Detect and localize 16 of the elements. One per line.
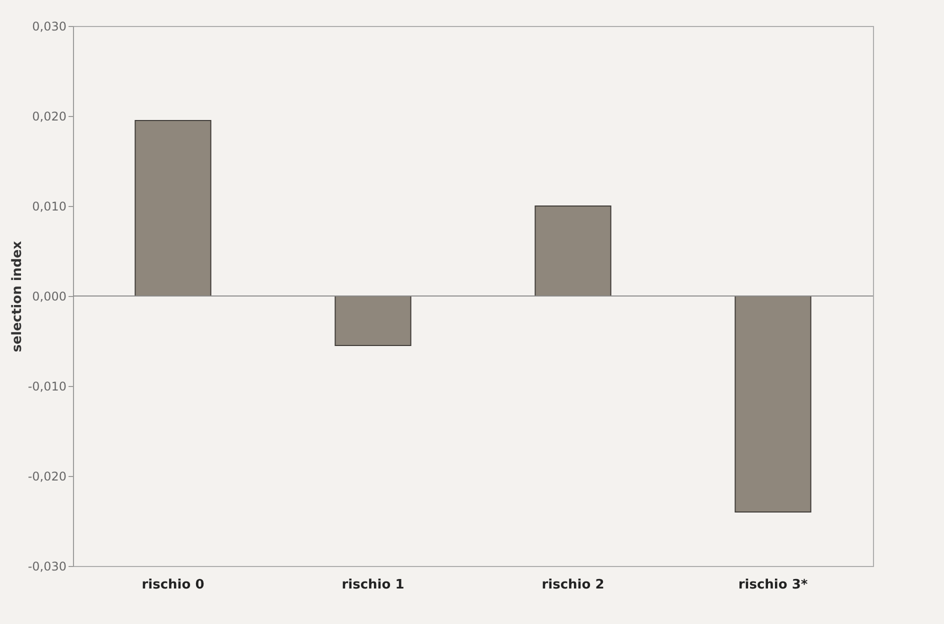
- bar: [134, 120, 212, 296]
- y-tick-label: -0,010: [28, 380, 66, 394]
- bar: [334, 296, 412, 346]
- y-tick-label: -0,020: [28, 470, 66, 484]
- x-tick-label: rischio 2: [542, 578, 604, 592]
- x-tick-label: rischio 3*: [738, 578, 808, 592]
- x-tick-label: rischio 0: [142, 578, 204, 592]
- y-tick-label: -0,030: [28, 560, 66, 574]
- y-tick-label: 0,020: [32, 110, 66, 124]
- x-tick-label: rischio 1: [342, 578, 404, 592]
- y-tick-label: 0,000: [32, 290, 66, 304]
- bar: [734, 296, 812, 512]
- y-axis-title: selection index: [10, 240, 25, 352]
- bar: [534, 206, 612, 296]
- y-tick-label: 0,010: [32, 200, 66, 214]
- y-tick-label: 0,030: [32, 20, 66, 34]
